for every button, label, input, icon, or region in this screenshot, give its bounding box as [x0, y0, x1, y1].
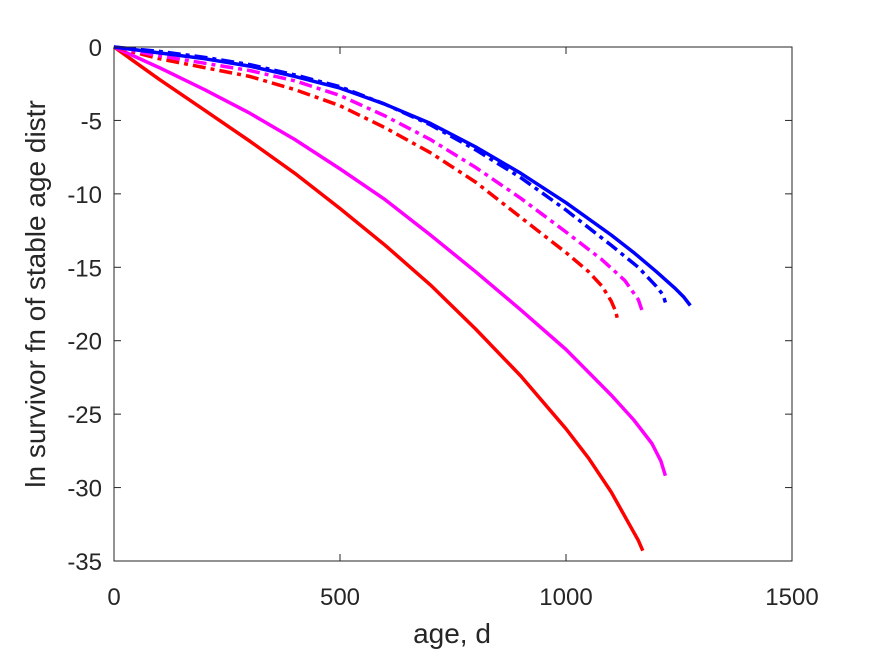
y-tick-label: -15 [67, 255, 102, 282]
x-tick-label: 1000 [539, 584, 592, 611]
x-tick-label: 0 [107, 584, 120, 611]
y-tick-label: -30 [67, 476, 102, 503]
series-line-1 [112, 45, 645, 552]
y-tick-label: -20 [67, 329, 102, 356]
y-tick-label: 0 [89, 35, 102, 62]
axes-layer: 0 500 1000 1500 0 -5 -10 -15 -20 -25 -30 -35 [67, 35, 818, 611]
series-layer [112, 45, 692, 552]
y-axis-label: ln survivor fn of stable age distr [20, 100, 51, 488]
x-tick-label: 1500 [765, 584, 818, 611]
y-tick-label: -10 [67, 182, 102, 209]
x-axis-label: age, d [413, 618, 491, 649]
series-line-2 [113, 45, 668, 477]
series-line-4 [113, 45, 645, 314]
series-line-6 [113, 45, 692, 307]
y-tick-label: -5 [81, 108, 102, 135]
y-tick-label: -25 [67, 402, 102, 429]
series-line-3 [113, 45, 620, 322]
plot-frame [113, 46, 793, 562]
y-tick-label: -35 [67, 549, 102, 576]
x-tick-label: 500 [320, 584, 360, 611]
